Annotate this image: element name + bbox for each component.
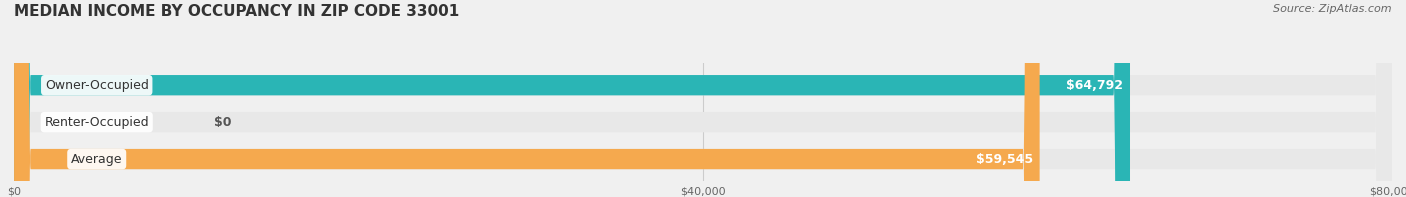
FancyBboxPatch shape xyxy=(14,0,1392,197)
FancyBboxPatch shape xyxy=(14,0,1392,197)
Text: $0: $0 xyxy=(214,116,232,129)
Text: Source: ZipAtlas.com: Source: ZipAtlas.com xyxy=(1274,4,1392,14)
FancyBboxPatch shape xyxy=(14,0,1039,197)
FancyBboxPatch shape xyxy=(14,0,1130,197)
Text: Average: Average xyxy=(70,153,122,165)
Text: $59,545: $59,545 xyxy=(976,153,1033,165)
Text: Renter-Occupied: Renter-Occupied xyxy=(45,116,149,129)
FancyBboxPatch shape xyxy=(14,0,1392,197)
Text: $64,792: $64,792 xyxy=(1066,79,1123,92)
Text: MEDIAN INCOME BY OCCUPANCY IN ZIP CODE 33001: MEDIAN INCOME BY OCCUPANCY IN ZIP CODE 3… xyxy=(14,4,460,19)
Text: Owner-Occupied: Owner-Occupied xyxy=(45,79,149,92)
